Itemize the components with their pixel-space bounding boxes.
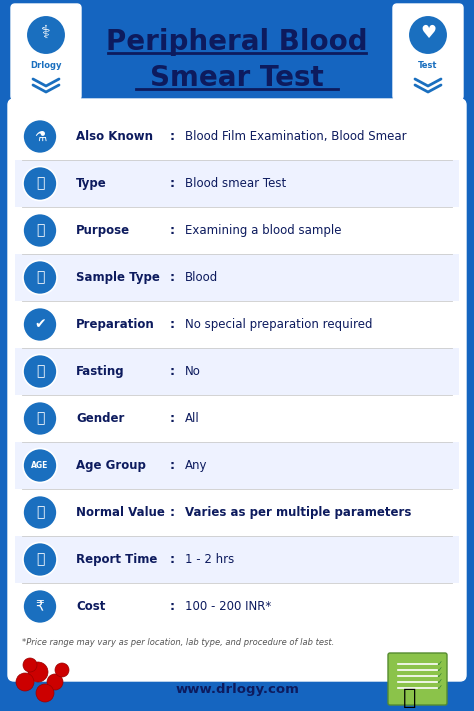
Circle shape: [23, 213, 57, 247]
Circle shape: [23, 166, 57, 201]
Text: www.drlogy.com: www.drlogy.com: [175, 683, 299, 697]
Text: :: :: [170, 318, 174, 331]
Text: Test: Test: [418, 61, 438, 70]
Text: *Price range may vary as per location, lab type, and procedure of lab test.: *Price range may vary as per location, l…: [22, 638, 334, 647]
Text: 🧪: 🧪: [403, 688, 417, 708]
Bar: [15, 489, 459, 536]
FancyBboxPatch shape: [388, 653, 447, 705]
Text: Any: Any: [185, 459, 208, 472]
Bar: [15, 583, 459, 630]
Text: Peripheral Blood: Peripheral Blood: [106, 28, 368, 56]
Bar: [15, 113, 459, 160]
Circle shape: [408, 15, 448, 55]
Circle shape: [47, 674, 63, 690]
Text: Gender: Gender: [76, 412, 124, 425]
Text: :: :: [170, 506, 174, 519]
Text: ✓: ✓: [437, 685, 443, 691]
FancyBboxPatch shape: [8, 99, 466, 681]
Text: No special preparation required: No special preparation required: [185, 318, 373, 331]
Text: Blood Film Examination, Blood Smear: Blood Film Examination, Blood Smear: [185, 130, 407, 143]
Circle shape: [23, 496, 57, 530]
Text: No: No: [185, 365, 201, 378]
Text: Examining a blood sample: Examining a blood sample: [185, 224, 341, 237]
Text: ⚕: ⚕: [41, 24, 51, 42]
Circle shape: [23, 589, 57, 624]
Text: Fasting: Fasting: [76, 365, 125, 378]
Text: ✓: ✓: [437, 673, 443, 679]
Text: 1 - 2 hrs: 1 - 2 hrs: [185, 553, 234, 566]
Text: Cost: Cost: [76, 600, 105, 613]
Text: ⏰: ⏰: [36, 552, 44, 567]
Text: Preparation: Preparation: [76, 318, 155, 331]
Text: Sample Type: Sample Type: [76, 271, 160, 284]
Circle shape: [26, 15, 66, 55]
Text: :: :: [170, 271, 174, 284]
Text: :: :: [170, 177, 174, 190]
Text: Blood smear Test: Blood smear Test: [185, 177, 286, 190]
Bar: [15, 160, 459, 207]
Text: ✓: ✓: [437, 661, 443, 667]
Text: :: :: [170, 365, 174, 378]
Bar: [15, 395, 459, 442]
Circle shape: [16, 673, 34, 691]
Text: :: :: [170, 412, 174, 425]
Circle shape: [23, 542, 57, 577]
Circle shape: [23, 260, 57, 294]
Text: Type: Type: [76, 177, 107, 190]
Text: Varies as per multiple parameters: Varies as per multiple parameters: [185, 506, 411, 519]
Text: Blood: Blood: [185, 271, 218, 284]
Text: :: :: [170, 600, 174, 613]
Text: ✓: ✓: [437, 679, 443, 685]
Bar: [15, 301, 459, 348]
Text: :: :: [170, 459, 174, 472]
Text: 🚫: 🚫: [36, 365, 44, 378]
Bar: [15, 254, 459, 301]
Text: Smear Test: Smear Test: [150, 64, 324, 92]
Text: ✔: ✔: [34, 318, 46, 331]
Bar: [15, 348, 459, 395]
FancyBboxPatch shape: [393, 4, 463, 100]
FancyBboxPatch shape: [11, 4, 81, 100]
Text: :: :: [170, 130, 174, 143]
Circle shape: [23, 355, 57, 388]
Text: :: :: [170, 553, 174, 566]
Text: Age Group: Age Group: [76, 459, 146, 472]
Bar: [15, 442, 459, 489]
Text: ⚗: ⚗: [34, 129, 46, 144]
Text: 🧪: 🧪: [36, 270, 44, 284]
Bar: [15, 536, 459, 583]
Bar: [15, 207, 459, 254]
Circle shape: [23, 307, 57, 341]
Text: ₹: ₹: [36, 599, 45, 614]
Text: 💡: 💡: [36, 223, 44, 237]
Circle shape: [36, 684, 54, 702]
Text: 🌡: 🌡: [36, 506, 44, 520]
Text: ♥: ♥: [420, 24, 436, 42]
Text: 🚹: 🚹: [36, 412, 44, 425]
Text: AGE: AGE: [31, 461, 49, 470]
Text: All: All: [185, 412, 200, 425]
Text: :: :: [170, 224, 174, 237]
Text: Drlogy: Drlogy: [30, 61, 62, 70]
Circle shape: [23, 402, 57, 436]
Circle shape: [23, 658, 37, 672]
Text: ✓: ✓: [437, 667, 443, 673]
Text: 🔬: 🔬: [36, 176, 44, 191]
Text: Purpose: Purpose: [76, 224, 130, 237]
Circle shape: [28, 662, 48, 682]
Circle shape: [55, 663, 69, 677]
Text: 100 - 200 INR*: 100 - 200 INR*: [185, 600, 271, 613]
Circle shape: [23, 119, 57, 154]
Circle shape: [23, 449, 57, 483]
Text: Normal Value: Normal Value: [76, 506, 165, 519]
Text: Also Known: Also Known: [76, 130, 153, 143]
Text: Report Time: Report Time: [76, 553, 157, 566]
